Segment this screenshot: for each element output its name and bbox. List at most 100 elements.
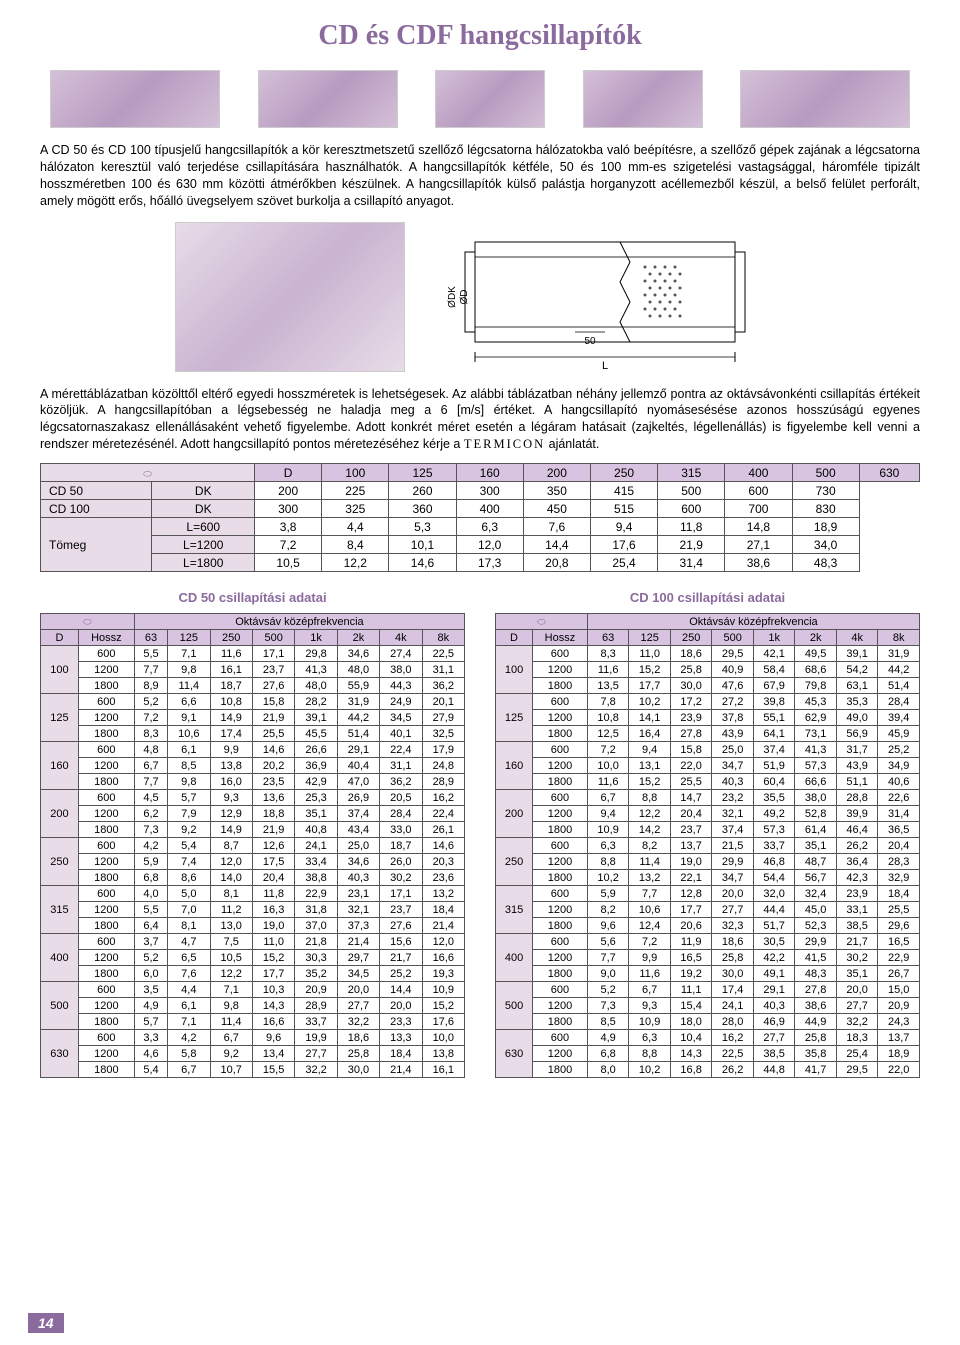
cell: 12,2 — [629, 806, 671, 822]
cell: 51,1 — [836, 774, 878, 790]
cell: 25,0 — [712, 742, 754, 758]
cell: 5,6 — [587, 934, 629, 950]
cell: 500 — [792, 464, 859, 482]
cell: 49,2 — [753, 806, 795, 822]
cell: 35,2 — [295, 966, 337, 982]
cell: 33,7 — [295, 1014, 337, 1030]
cell: 7,7 — [134, 774, 167, 790]
cell: 400 — [456, 500, 523, 518]
cell: 13,2 — [629, 870, 671, 886]
cell: 48,7 — [795, 854, 837, 870]
cell: 21,4 — [422, 918, 464, 934]
cell: 22,6 — [878, 790, 920, 806]
cell: 7,7 — [629, 886, 671, 902]
cell: 500 — [496, 982, 533, 1030]
cell: 15,4 — [670, 998, 712, 1014]
cell: 39,1 — [295, 710, 337, 726]
cell: 79,8 — [795, 678, 837, 694]
cell: 24,8 — [422, 758, 464, 774]
cell: 9,8 — [168, 774, 210, 790]
cell: 10,4 — [670, 1030, 712, 1046]
cell: 36,4 — [836, 854, 878, 870]
cell: 18,3 — [836, 1030, 878, 1046]
cell: 2k — [337, 630, 379, 646]
cell: 28,0 — [712, 1014, 754, 1030]
cell: 1800 — [78, 726, 134, 742]
cell: 30,2 — [380, 870, 422, 886]
cell: 24,1 — [712, 998, 754, 1014]
cell: 13,8 — [210, 758, 252, 774]
cell: 12,8 — [670, 886, 712, 902]
cell: 23,2 — [712, 790, 754, 806]
cell: 40,3 — [753, 998, 795, 1014]
cell: DK — [152, 500, 255, 518]
cell: 4,5 — [134, 790, 167, 806]
cell: 8,3 — [587, 646, 629, 662]
cell: 27,6 — [380, 918, 422, 934]
cell: 14,6 — [389, 554, 456, 572]
cell: 8k — [422, 630, 464, 646]
cell: 25,8 — [670, 662, 712, 678]
cell: 15,8 — [252, 694, 294, 710]
cell: 16,1 — [422, 1062, 464, 1078]
cell: 360 — [389, 500, 456, 518]
cell: 26,1 — [422, 822, 464, 838]
cell: 315 — [41, 886, 79, 934]
cell: 6,8 — [134, 870, 167, 886]
cell: 19,0 — [670, 854, 712, 870]
cell: 9,6 — [252, 1030, 294, 1046]
cell: 63,1 — [836, 678, 878, 694]
cell: 49,5 — [795, 646, 837, 662]
cell: 40,3 — [337, 870, 379, 886]
cell: 45,0 — [795, 902, 837, 918]
cell: 44,8 — [753, 1062, 795, 1078]
cell: 25,3 — [295, 790, 337, 806]
cell: 25,8 — [337, 1046, 379, 1062]
cell: 600 — [533, 838, 588, 854]
cell: 125 — [168, 630, 210, 646]
cell: 43,9 — [712, 726, 754, 742]
cell: 22,4 — [422, 806, 464, 822]
cell: 45,3 — [795, 694, 837, 710]
cell: 9,3 — [210, 790, 252, 806]
cell: 41,7 — [795, 1062, 837, 1078]
cell: 5,2 — [134, 694, 167, 710]
cell: 31,9 — [337, 694, 379, 710]
cell: 1200 — [78, 1046, 134, 1062]
cell: 35,5 — [753, 790, 795, 806]
cd50-title: CD 50 csillapítási adatai — [40, 590, 465, 605]
cell: 10,5 — [210, 950, 252, 966]
cell: 1800 — [533, 774, 588, 790]
cell: 37,0 — [295, 918, 337, 934]
cell: 33,1 — [836, 902, 878, 918]
cell: 23,9 — [670, 710, 712, 726]
cell: 600 — [533, 934, 588, 950]
cell: 16,0 — [210, 774, 252, 790]
cell: 11,8 — [252, 886, 294, 902]
cell: 1800 — [533, 726, 588, 742]
cell: L=1200 — [152, 536, 255, 554]
cell: 10,6 — [629, 902, 671, 918]
cell: 22,5 — [712, 1046, 754, 1062]
cell: 17,7 — [629, 678, 671, 694]
cell: 24,9 — [380, 694, 422, 710]
attenuation-tables: CD 50 csillapítási adatai ⬭Oktávsáv közé… — [40, 590, 920, 1078]
cell: 160 — [41, 742, 79, 790]
cell: 16,5 — [878, 934, 920, 950]
cell: 9,2 — [210, 1046, 252, 1062]
cell: 25,5 — [670, 774, 712, 790]
cell: 14,4 — [523, 536, 590, 554]
cell: 10,7 — [210, 1062, 252, 1078]
cell: 31,4 — [658, 554, 725, 572]
cell: 17,1 — [380, 886, 422, 902]
cell: 31,8 — [295, 902, 337, 918]
cell: 10,5 — [255, 554, 322, 572]
cell: 18,6 — [337, 1030, 379, 1046]
cell: 29,9 — [795, 934, 837, 950]
cell: 20,4 — [878, 838, 920, 854]
cell: 61,4 — [795, 822, 837, 838]
cell: 5,8 — [168, 1046, 210, 1062]
cell: 17,2 — [670, 694, 712, 710]
cell: 17,6 — [590, 536, 657, 554]
cell: 13,7 — [670, 838, 712, 854]
